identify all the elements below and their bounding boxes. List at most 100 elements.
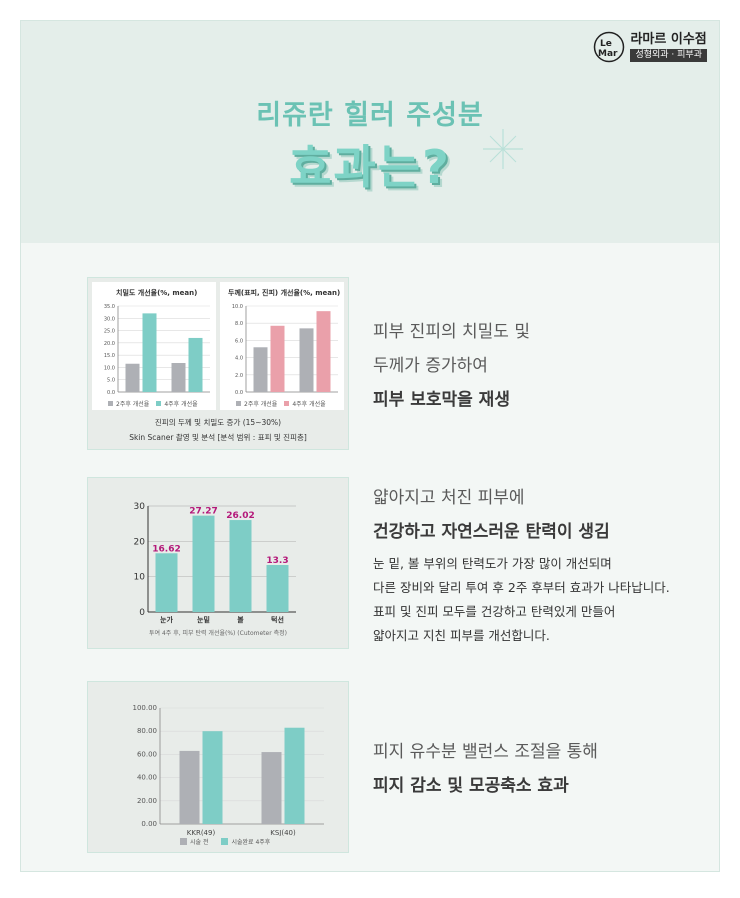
legend-swatch-4weeks: [156, 401, 162, 406]
bar-after: [270, 325, 285, 392]
density-chart-title: 치밀도 개선율(%, mean): [116, 289, 198, 297]
thickness-chart-legend: 2주후 개선율 4주후 개선율: [236, 399, 326, 408]
section1-line1: 피부 진피의 치밀도 및: [373, 322, 530, 342]
y-tick-label: 35.0: [104, 304, 115, 310]
y-tick-label: 60.00: [137, 750, 157, 758]
bar-after: [188, 337, 203, 392]
bar-before: [261, 752, 282, 824]
sparkle-icon: [483, 129, 523, 169]
section2-body-line1: 눈 밑, 볼 부위의 탄력도가 가장 많이 개선되며: [373, 556, 612, 571]
legend-label-2weeks: 2주후 개선율: [116, 401, 150, 408]
density-thickness-chart-card: 치밀도 개선율(%, mean) 0.0 5.0 10.0 15.0 20.0 25.0 3…: [87, 277, 349, 450]
legend-swatch-after: [221, 838, 229, 845]
clinic-logo-text: 라마르 이수점 성형외과 · 피부과: [630, 32, 707, 62]
legend-label-4weeks: 4주후 개선율: [292, 401, 326, 408]
y-tick-label: 100.00: [133, 704, 158, 712]
clinic-name: 라마르 이수점: [630, 32, 707, 47]
y-tick-label: 30: [134, 502, 146, 512]
y-tick-label: 40.00: [137, 774, 157, 782]
y-tick-label: 25.0: [104, 329, 115, 335]
data-label: 26.02: [226, 511, 254, 521]
bar-before: [253, 347, 268, 392]
sebum-chart-card: 0.00 20.00 40.00 60.00 80.00 100.00 KKR(49) KSJ…: [87, 681, 349, 853]
data-label: 13.3: [266, 556, 288, 566]
y-tick-label: 0.0: [107, 390, 115, 396]
bar-after: [202, 731, 223, 824]
bar-눈밑: [192, 515, 215, 612]
chart-caption-line1: 진피의 두께 및 치밀도 증가 (15~30%): [154, 418, 282, 427]
legend-swatch-2weeks: [108, 401, 113, 406]
hero-title-line1: 리쥬란 힐러 주성분: [256, 100, 484, 131]
y-tick-label: 8.0: [235, 321, 243, 327]
y-tick-label: 80.00: [137, 727, 157, 735]
section1-headline: 피부 보호막을 재생: [373, 390, 510, 410]
legend-swatch-2weeks: [236, 401, 241, 406]
hero-title-line2: 효과는?: [289, 140, 451, 194]
section2-headline: 건강하고 자연스러운 탄력이 생김: [373, 522, 610, 542]
density-chart-panel: 치밀도 개선율(%, mean) 0.0 5.0 10.0 15.0 20.0 25.0 3…: [92, 282, 216, 410]
clinic-departments: 성형외과 · 피부과: [630, 49, 707, 62]
lemar-logo-icon: Le Mar: [594, 31, 625, 63]
y-tick-label: 30.0: [104, 316, 115, 322]
section2-line1: 얇아지고 처진 피부에: [373, 488, 525, 508]
y-tick-label: 10.0: [104, 365, 115, 371]
y-tick-label: 0.00: [141, 820, 157, 828]
svg-text:Mar: Mar: [598, 49, 618, 59]
elasticity-axis-note: 투여 4주 후, 피부 탄력 개선율(%) (Cutometer 측정): [149, 630, 287, 637]
bar-before: [171, 363, 186, 392]
x-category-label: 볼: [237, 615, 244, 624]
content-frame: Le Mar 라마르 이수점 성형외과 · 피부과 리쥬란 힐러 주성분 효과는…: [20, 20, 720, 872]
data-label: 27.27: [189, 507, 217, 517]
sebum-chart-plot: 0.00 20.00 40.00 60.00 80.00 100.00 KKR(49) KSJ…: [133, 704, 324, 836]
y-tick-label: 2.0: [235, 373, 243, 379]
hero-section: Le Mar 라마르 이수점 성형외과 · 피부과 리쥬란 힐러 주성분 효과는…: [21, 21, 719, 243]
elasticity-chart-plot: 0 10 20 30 16.62 눈가 27.27 눈밑 26.02 볼 13.3 턱선: [134, 502, 296, 624]
y-tick-label: 20.00: [137, 797, 157, 805]
bar-after: [316, 311, 331, 392]
section2-body-line3: 표피 및 진피 모두를 건강하고 탄력있게 만들어: [373, 604, 616, 619]
y-tick-label: 6.0: [235, 338, 243, 344]
section3-headline: 피지 감소 및 모공축소 효과: [373, 776, 569, 796]
section1-line2: 두께가 증가하여: [373, 356, 488, 376]
x-category-label: 턱선: [271, 615, 284, 624]
density-chart-plot: 0.0 5.0 10.0 15.0 20.0 25.0 30.0 35.0: [104, 304, 210, 396]
legend-swatch-4weeks: [284, 401, 290, 406]
bar-after: [284, 727, 305, 824]
bar-before: [125, 363, 140, 392]
y-tick-label: 15.0: [104, 353, 115, 359]
sebum-chart-legend: 시술 전 시술완료 4주후: [180, 837, 270, 846]
x-category-label: KSJ(40): [270, 829, 296, 836]
section2-body-line4: 얇아지고 지친 피부를 개선합니다.: [373, 628, 550, 643]
y-tick-label: 10.0: [232, 304, 243, 310]
y-tick-label: 5.0: [107, 378, 115, 384]
y-tick-label: 20: [134, 537, 146, 547]
thickness-chart-plot: 0.0 2.0 4.0 6.0 8.0 10.0: [232, 304, 338, 396]
section3-line1: 피지 유수분 밸런스 조절을 통해: [373, 742, 598, 762]
thickness-chart-title: 두께(표피, 진피) 개선율(%, mean): [228, 289, 341, 297]
x-category-label: 눈가: [160, 615, 173, 624]
legend-label-before: 시술 전: [190, 839, 209, 846]
bar-before: [299, 328, 314, 392]
legend-swatch-before: [180, 838, 187, 845]
x-category-label: KKR(49): [187, 829, 216, 836]
y-tick-label: 0: [139, 608, 145, 618]
bar-after: [142, 313, 157, 392]
y-tick-label: 4.0: [235, 356, 243, 362]
x-category-label: 눈밑: [197, 615, 210, 624]
elasticity-chart-card: 0 10 20 30 16.62 눈가 27.27 눈밑 26.02 볼 13.3 턱선 투여 4주 …: [87, 477, 349, 649]
clinic-logo: Le Mar 라마르 이수점 성형외과 · 피부과: [593, 31, 707, 63]
thickness-chart-panel: 두께(표피, 진피) 개선율(%, mean) 0.0 2.0 4.0 6.0 8.0 1…: [220, 282, 344, 410]
bar-눈가: [155, 553, 178, 612]
chart-caption-line2: Skin Scaner 촬영 및 분석 [분석 범위 : 표피 및 진피층]: [129, 433, 307, 442]
bar-before: [179, 750, 200, 824]
bar-볼: [229, 520, 252, 612]
section2-body-line2: 다른 장비와 달리 투여 후 2주 후부터 효과가 나타납니다.: [373, 580, 670, 595]
legend-label-4weeks: 4주후 개선율: [164, 401, 198, 408]
density-chart-legend: 2주후 개선율 4주후 개선율: [108, 399, 198, 408]
y-tick-label: 20.0: [104, 341, 115, 347]
svg-text:Le: Le: [600, 39, 612, 49]
legend-label-2weeks: 2주후 개선율: [244, 401, 278, 408]
y-tick-label: 0.0: [235, 390, 243, 396]
y-tick-label: 10: [134, 573, 146, 583]
